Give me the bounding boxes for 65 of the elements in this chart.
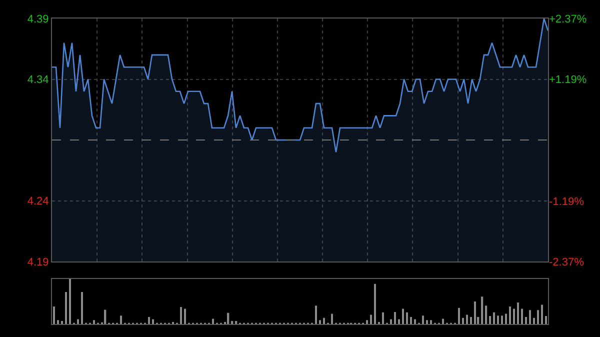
y-tick-label: 4.19 — [27, 256, 49, 268]
y-tick-label: 4.39 — [27, 13, 49, 26]
bar — [81, 292, 83, 324]
bar — [466, 314, 468, 324]
bar — [505, 314, 507, 324]
bar — [489, 316, 492, 324]
bar — [474, 302, 476, 324]
bar — [104, 310, 106, 324]
bar — [382, 312, 384, 324]
y2-tick-label: +1.19% — [549, 74, 587, 86]
bar — [370, 314, 372, 324]
bar — [545, 316, 547, 324]
bar — [513, 308, 515, 324]
bar — [398, 319, 400, 324]
bar — [493, 312, 496, 324]
y2-tick-label: +2.37% — [549, 13, 587, 26]
bar — [406, 312, 408, 324]
y2-tick-label: -1.19% — [549, 196, 584, 208]
bar — [485, 306, 488, 324]
bar — [57, 320, 59, 324]
bar — [521, 308, 523, 324]
bar — [497, 316, 499, 324]
bar — [319, 320, 321, 324]
bar — [152, 319, 154, 324]
bar — [61, 321, 63, 324]
bar — [481, 296, 484, 324]
bar — [414, 319, 416, 324]
bar — [462, 318, 464, 324]
bar — [541, 304, 543, 324]
bar — [180, 306, 182, 324]
bar — [501, 316, 503, 324]
bar — [323, 318, 325, 324]
bar — [184, 308, 186, 324]
bar — [315, 306, 317, 324]
bar — [366, 320, 368, 324]
bar — [331, 314, 333, 324]
bar — [442, 318, 444, 324]
bar — [374, 284, 376, 324]
bar — [537, 310, 539, 324]
y2-tick-label: -2.37% — [549, 256, 584, 268]
y-tick-label: 4.24 — [27, 196, 49, 208]
bar — [458, 308, 460, 324]
bar — [533, 318, 535, 324]
y-tick-label: 4.34 — [27, 74, 49, 86]
bar — [390, 319, 392, 324]
bar — [120, 316, 122, 324]
bar — [53, 306, 55, 324]
bar — [402, 308, 404, 324]
bar — [212, 318, 214, 324]
bar — [410, 316, 412, 324]
bar — [148, 316, 150, 324]
bar — [93, 320, 95, 324]
bar — [422, 316, 424, 324]
bar — [69, 278, 71, 324]
bar — [470, 316, 472, 324]
bar — [525, 316, 527, 324]
bar — [426, 320, 428, 324]
bar — [394, 312, 396, 324]
bar — [227, 312, 230, 324]
bar — [529, 310, 531, 324]
bar — [77, 319, 79, 324]
bar — [65, 292, 67, 324]
bar — [430, 320, 432, 324]
bar — [509, 306, 511, 324]
bar — [517, 302, 519, 324]
